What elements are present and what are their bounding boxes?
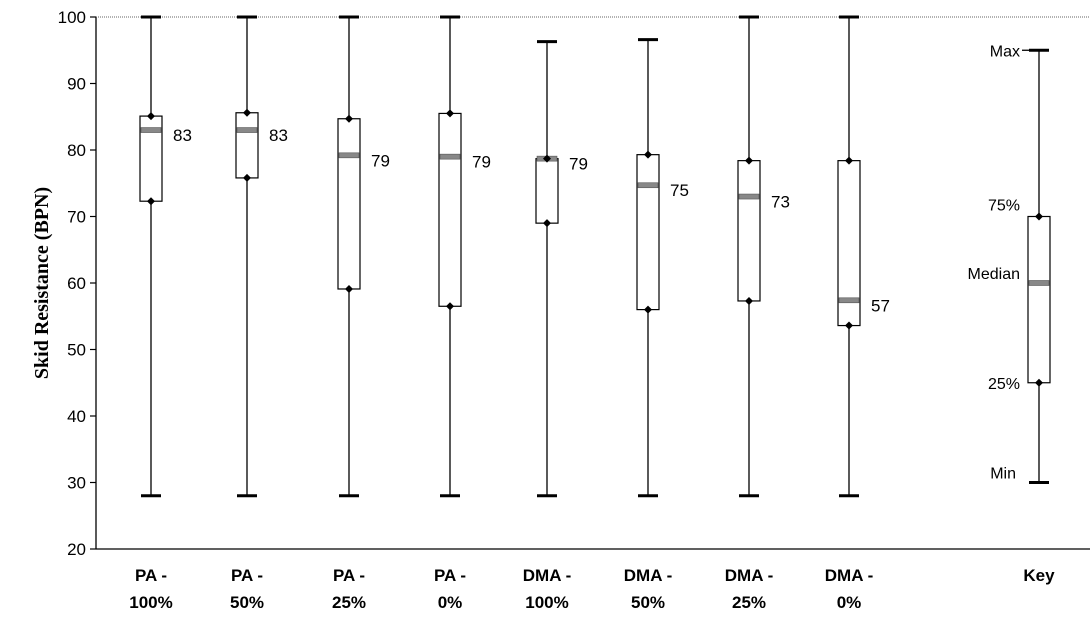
box-series: [139, 15, 861, 498]
category-label: 25%: [732, 593, 766, 612]
y-tick-label: 30: [67, 474, 86, 493]
category-label: DMA -: [523, 566, 571, 585]
category-label: 50%: [631, 593, 665, 612]
median-value-label: 79: [472, 153, 491, 172]
box-2-q3-marker: [243, 108, 251, 117]
box-5-q1-marker: [543, 219, 551, 228]
box-7-median: [738, 193, 760, 200]
box-3-q1-marker: [345, 284, 353, 293]
box-5-box: [535, 158, 559, 224]
box-5-q3-marker: [543, 154, 551, 163]
category-label: PA -: [434, 566, 466, 585]
category-label: 0%: [438, 593, 463, 612]
box-8-group: [837, 15, 861, 498]
box-3-q3-marker: [345, 114, 353, 123]
category-label: DMA -: [825, 566, 873, 585]
box-4-median: [439, 153, 461, 160]
box-1-median: [140, 127, 162, 133]
y-tick-label: 80: [67, 141, 86, 160]
category-label: PA -: [231, 566, 263, 585]
y-tick-label: 50: [67, 341, 86, 360]
box-1-q1-marker: [147, 197, 155, 206]
y-tick-label: 100: [58, 8, 86, 27]
key-group: [1027, 48, 1051, 484]
box-1-q3-marker: [147, 112, 155, 121]
key-q1-label: 25%: [988, 376, 1020, 393]
box-6-median: [637, 182, 659, 189]
box-2-group: [235, 15, 259, 498]
box-2-q1-marker: [243, 173, 251, 182]
median-value-label: 79: [371, 151, 390, 170]
axes: [90, 16, 1090, 550]
box-6-q1-marker: [644, 305, 652, 314]
key-median: [1028, 280, 1050, 286]
key-q3-label: 75%: [988, 198, 1020, 215]
box-6-group: [636, 38, 660, 498]
median-value-label: 79: [569, 155, 588, 174]
labels: 20 30 40 50 60 70 80 90 100 83 PA - 100% 83 PA - 50% 79…: [58, 8, 1056, 612]
y-tick-label: 70: [67, 208, 86, 227]
box-4-q1-marker: [446, 302, 454, 311]
y-axis-label: Skid Resistance (BPN): [31, 187, 53, 379]
box-7-q1-marker: [745, 296, 753, 305]
box-3-box: [337, 118, 361, 290]
box-7-group: [737, 15, 761, 498]
key-box: [1027, 48, 1051, 484]
median-value-label: 83: [173, 126, 192, 145]
category-label: PA -: [135, 566, 167, 585]
category-label: 100%: [525, 593, 568, 612]
box-6-box: [636, 154, 660, 311]
box-4-q3-marker: [446, 109, 454, 118]
key-q1-marker: [1035, 378, 1043, 387]
box-3-group: [337, 15, 361, 498]
category-label: DMA -: [624, 566, 672, 585]
y-tick-label: 60: [67, 274, 86, 293]
key-max-label: Max: [990, 43, 1020, 60]
key-box: [1027, 215, 1051, 384]
key-min-label: Min: [990, 466, 1016, 483]
median-value-label: 83: [269, 126, 288, 145]
box-4-box: [438, 112, 462, 307]
box-8-median: [838, 297, 860, 304]
box-6-q3-marker: [644, 150, 652, 159]
box-7-q3-marker: [745, 156, 753, 165]
median-value-label: 57: [871, 296, 890, 315]
box-2-median: [236, 127, 258, 133]
median-value-label: 73: [771, 193, 790, 212]
box-8-q1-marker: [845, 321, 853, 330]
key-category-label: Key: [1023, 566, 1055, 585]
y-tick-label: 20: [67, 540, 86, 559]
median-value-label: 75: [670, 181, 689, 200]
y-tick-label: 90: [67, 75, 86, 94]
box-1-group: [139, 15, 163, 498]
box-5-group: [535, 40, 559, 498]
category-label: 0%: [837, 593, 862, 612]
box-7-box: [737, 160, 761, 302]
category-label: 50%: [230, 593, 264, 612]
category-label: PA -: [333, 566, 365, 585]
category-label: 25%: [332, 593, 366, 612]
box-4-group: [438, 15, 462, 498]
y-tick-label: 40: [67, 407, 86, 426]
category-label: 100%: [129, 593, 172, 612]
box-8-q3-marker: [845, 156, 853, 165]
box-2-box: [235, 112, 259, 179]
key-median-label: Median: [968, 266, 1020, 283]
category-label: DMA -: [725, 566, 773, 585]
key-q3-marker: [1035, 212, 1043, 221]
box-3-median: [338, 152, 360, 159]
